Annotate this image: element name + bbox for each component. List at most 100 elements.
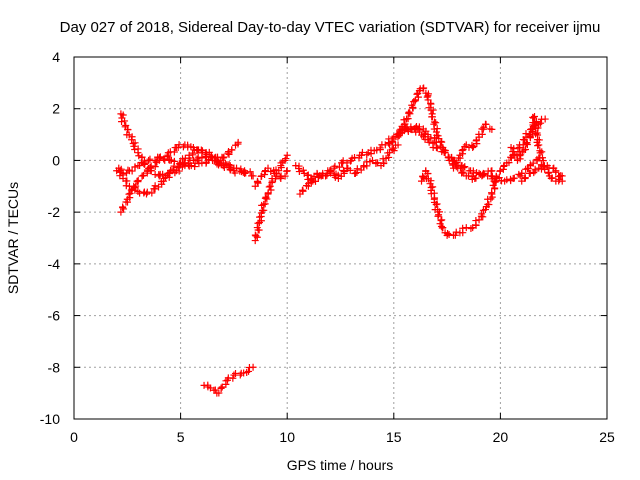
data-point (258, 172, 266, 180)
data-point (146, 155, 154, 163)
data-point (530, 114, 538, 122)
data-point (233, 164, 241, 172)
chart-title: Day 027 of 2018, Sidereal Day-to-day VTE… (60, 19, 601, 36)
data-point (518, 169, 526, 177)
data-point (537, 119, 545, 127)
data-point (295, 168, 303, 176)
data-point (488, 125, 496, 133)
data-point (459, 146, 467, 154)
data-point (134, 187, 142, 195)
data-point (534, 142, 542, 150)
data-point (429, 106, 437, 114)
x-tick-label: 5 (177, 429, 185, 445)
data-point (427, 99, 435, 107)
data-point (509, 151, 517, 159)
data-point (413, 90, 421, 98)
data-point (425, 138, 433, 146)
data-point (491, 185, 499, 193)
data-point (128, 167, 136, 175)
x-tick-label: 15 (386, 429, 402, 445)
data-point (217, 384, 225, 392)
data-point (267, 167, 275, 175)
data-point (517, 151, 525, 159)
grid-lines (74, 57, 607, 419)
data-point (160, 174, 168, 182)
data-point (335, 163, 343, 171)
data-point (231, 169, 239, 177)
data-point (458, 168, 466, 176)
data-point (541, 115, 549, 123)
data-point (481, 206, 489, 214)
data-point (295, 165, 303, 173)
data-point (529, 159, 537, 167)
data-point (398, 125, 406, 133)
data-point (469, 144, 477, 151)
data-point (510, 174, 518, 182)
data-point (263, 195, 271, 203)
data-point (194, 153, 202, 161)
data-point (212, 157, 220, 165)
data-point (472, 174, 480, 182)
data-point (193, 147, 201, 155)
data-point (428, 113, 436, 121)
data-point (259, 206, 267, 214)
data-point (170, 157, 178, 165)
y-tick-label: 0 (52, 152, 60, 168)
data-point (410, 125, 418, 133)
data-point (283, 167, 291, 175)
data-point (461, 143, 469, 151)
series-track-g (296, 123, 440, 198)
data-point (143, 188, 151, 196)
data-point (242, 169, 250, 177)
data-point (168, 167, 176, 175)
data-point (261, 168, 269, 176)
data-point (510, 145, 518, 153)
data-point (368, 156, 376, 164)
y-tick-label: -8 (48, 359, 61, 375)
data-point (451, 159, 459, 167)
data-point (277, 159, 285, 167)
data-point (385, 153, 393, 161)
data-point (189, 144, 197, 151)
data-point (406, 110, 414, 118)
data-point (339, 157, 347, 165)
data-point (151, 157, 159, 165)
data-point (130, 142, 138, 150)
y-tick-label: -2 (48, 204, 61, 220)
data-point (126, 189, 134, 197)
series-track-e (251, 151, 291, 245)
series-track-f (251, 164, 291, 190)
data-point (151, 163, 159, 171)
data-point (552, 168, 560, 176)
data-point (530, 169, 538, 177)
data-point (433, 125, 441, 133)
data-point (353, 165, 361, 173)
data-point (351, 169, 359, 177)
y-tick-label: 2 (52, 101, 60, 117)
data-point (202, 149, 210, 157)
data-point (187, 162, 195, 170)
data-point (134, 149, 142, 157)
data-point (460, 164, 468, 172)
data-point (438, 216, 446, 224)
data-point (478, 125, 486, 133)
data-point (441, 149, 449, 157)
y-tick-label: 4 (52, 49, 60, 65)
data-point (229, 374, 237, 382)
data-point (184, 141, 192, 149)
data-point (299, 166, 307, 174)
data-point (139, 171, 147, 179)
data-point (432, 201, 440, 209)
data-point (419, 84, 427, 92)
data-point (437, 217, 445, 225)
data-point (132, 182, 140, 190)
data-point (145, 156, 153, 164)
data-point (516, 152, 524, 160)
data-point (331, 162, 339, 170)
data-point (434, 212, 442, 220)
data-point (523, 139, 531, 147)
data-point (438, 138, 446, 146)
data-point (452, 228, 460, 236)
x-tick-label: 0 (70, 429, 78, 445)
data-point (254, 177, 262, 185)
